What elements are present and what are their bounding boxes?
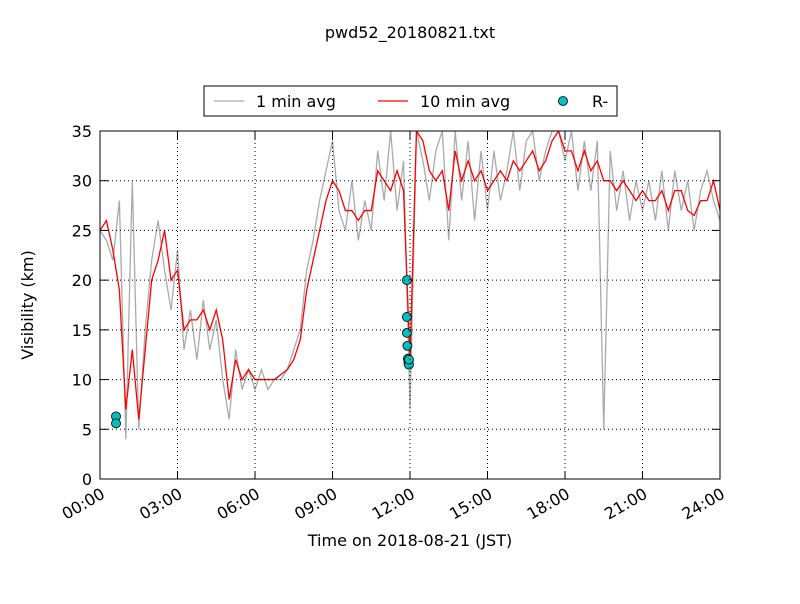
y-tick-label: 20 [72,271,92,290]
y-tick-label: 15 [72,321,92,340]
line [100,131,720,440]
y-tick-label: 10 [72,371,92,390]
x-tick-label: 00:00 [59,484,108,524]
y-axis-label: Visibility (km) [18,250,37,359]
legend-marker [558,96,568,106]
marker [401,312,412,322]
x-tick-label: 15:00 [446,484,495,524]
x-tick-label: 03:00 [136,484,185,524]
x-tick-label: 06:00 [214,484,263,524]
marker [111,418,121,429]
y-tick-label: 30 [72,172,92,191]
legend-label: 1 min avg [256,92,336,111]
x-tick-label: 09:00 [291,484,340,524]
x-tick-label: 21:00 [601,484,650,524]
y-tick-label: 35 [72,122,92,141]
legend-label: 10 min avg [420,92,510,111]
marker [404,354,414,365]
y-tick-label: 25 [72,221,92,240]
marker [401,327,412,338]
chart-title: pwd52_20180821.txt [325,23,495,43]
x-axis-label: Time on 2018-08-21 (JST) [307,531,512,550]
x-tick-label: 12:00 [369,484,418,524]
legend [203,85,618,117]
y-tick-label: 5 [82,420,92,439]
marker [401,275,412,286]
legend-label: R- [592,92,608,111]
plot-area [100,131,720,440]
y-tick-label: 0 [82,470,92,489]
x-tick-label: 24:00 [679,484,728,524]
x-tick-label: 18:00 [524,484,573,524]
marker [402,340,413,351]
